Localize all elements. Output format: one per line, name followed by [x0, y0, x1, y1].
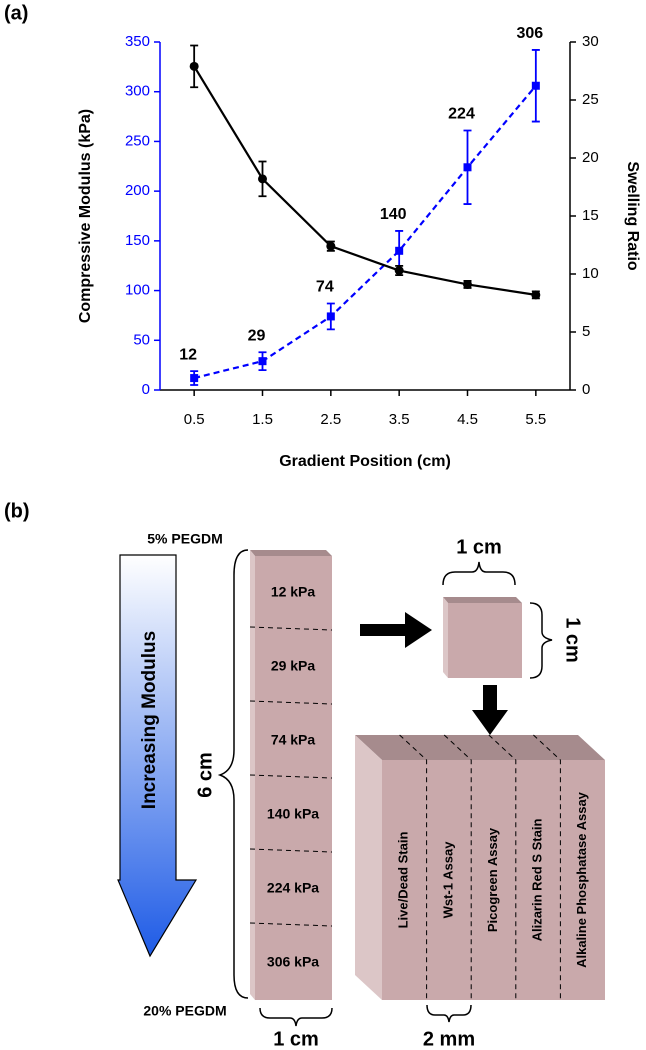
marker [258, 357, 267, 366]
section-divider [488, 734, 517, 1000]
bottom-label: 20% PEGDM [143, 1003, 226, 1019]
y-axis-title: Compressive Modulus (kPa) [77, 109, 94, 323]
top-label: 5% PEGDM [147, 531, 222, 547]
data-label: 29 [248, 327, 266, 344]
y2-tick-label: 20 [582, 149, 599, 166]
column-width-label: 1 cm [273, 1028, 319, 1050]
block-side [355, 735, 382, 1000]
section-label: Alkaline Phosphatase Assay [574, 791, 589, 968]
y2-axis-title: Swelling Ratio [624, 161, 641, 271]
cube-top [443, 597, 522, 603]
cube-width-brace [442, 561, 516, 586]
y2-tick-label: 15 [582, 207, 599, 224]
y2-tick-label: 0 [582, 381, 590, 398]
segment-label: 140 kPa [267, 806, 319, 822]
marker [189, 61, 199, 71]
cube-width-label: 1 cm [456, 536, 502, 558]
y2-tick-label: 25 [582, 91, 599, 108]
y-tick-label: 50 [133, 331, 150, 348]
cube-height-label: 1 cm [562, 617, 584, 663]
arrow-right [360, 612, 432, 648]
y-tick-label: 0 [142, 381, 150, 398]
y-tick-label: 100 [125, 282, 150, 299]
segment-label: 224 kPa [267, 880, 319, 896]
height-label: 6 cm [194, 752, 216, 798]
data-label: 12 [179, 346, 197, 363]
x-tick-label: 0.5 [184, 411, 205, 428]
segment-label: 12 kPa [271, 584, 316, 600]
data-label: 140 [380, 206, 407, 223]
y2-tick-label: 10 [582, 265, 599, 282]
section-label: Picogreen Assay [485, 827, 500, 932]
segment-divider [249, 700, 333, 705]
x-tick-label: 3.5 [389, 411, 410, 428]
panel-label: (b) [4, 500, 30, 522]
data-label: 306 [516, 25, 543, 42]
column [255, 556, 332, 1000]
marker [394, 266, 404, 276]
section-width-label: 2 mm [423, 1028, 475, 1050]
y-tick-label: 350 [125, 33, 150, 50]
segment-divider [249, 626, 333, 631]
cube-height-brace [529, 602, 553, 679]
arrow-down [472, 685, 508, 735]
block [382, 760, 605, 1000]
x-tick-label: 2.5 [320, 411, 341, 428]
y2-tick-label: 30 [582, 33, 599, 50]
marker [463, 163, 472, 172]
section-divider [399, 734, 428, 1000]
y-tick-label: 150 [125, 232, 150, 249]
y2-tick-label: 5 [582, 323, 590, 340]
segments: 12 kPa 29 kPa 74 kPa 140 kPa 224 kPa 306 kPa [249, 584, 333, 970]
segment-divider [249, 922, 333, 927]
data-label: 224 [448, 106, 475, 123]
section-label: Live/Dead Stain [396, 832, 411, 929]
series-line [193, 85, 537, 380]
data-label: 74 [316, 279, 334, 296]
x-tick-label: 1.5 [252, 411, 273, 428]
section-divider [443, 734, 472, 1000]
section-label: Wst-1 Assay [440, 841, 455, 919]
panel-label: (a) [4, 2, 28, 24]
y-tick-label: 250 [125, 132, 150, 149]
marker [531, 81, 540, 90]
column-top [250, 550, 332, 556]
marker [463, 279, 472, 289]
marker [326, 241, 336, 251]
cube-side [443, 597, 448, 678]
marker [258, 174, 267, 184]
y-tick-label: 200 [125, 182, 150, 199]
segment-label: 74 kPa [271, 732, 316, 748]
column-brace [259, 1007, 333, 1027]
marker [531, 290, 541, 300]
series-line [193, 65, 536, 296]
sections: Live/Dead Stain Wst-1 Assay Picogreen Assa… [396, 734, 589, 1000]
x-tick-label: 4.5 [457, 411, 478, 428]
cube [448, 603, 522, 678]
marker [326, 312, 335, 321]
marker [395, 246, 404, 255]
chart: (a) 0 50 100 150 200 250 300 350 0 5 10 15 20 25 30 0.5 1… [4, 2, 641, 470]
segment-label: 306 kPa [267, 954, 319, 970]
y-tick-label: 300 [125, 83, 150, 100]
segment-divider [249, 848, 333, 853]
marker [190, 374, 199, 383]
section-brace [426, 1004, 472, 1023]
section-label: Alizarin Red S Stain [530, 819, 545, 942]
x-tick-label: 5.5 [525, 411, 546, 428]
segment-divider [249, 774, 333, 779]
section-divider [533, 734, 561, 1000]
x-axis-title: Gradient Position (cm) [279, 453, 451, 470]
segment-label: 29 kPa [271, 658, 316, 674]
block-top [355, 735, 605, 760]
arrow-label: Increasing Modulus [139, 631, 160, 809]
modulus-arrow [117, 554, 198, 958]
height-brace [217, 549, 249, 999]
